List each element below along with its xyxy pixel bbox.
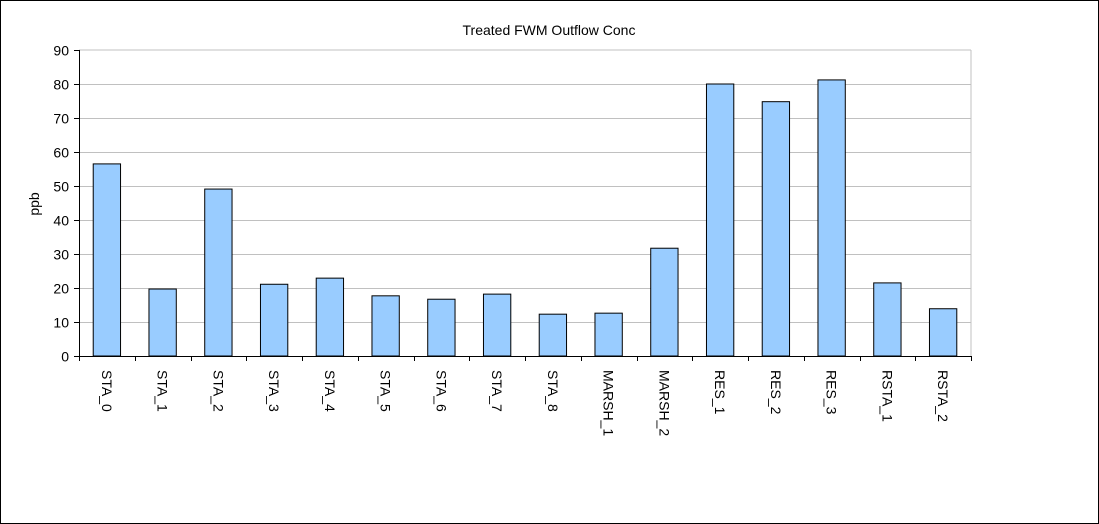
y-axis-label: ppb xyxy=(26,192,42,216)
x-tick-label: STA_7 xyxy=(489,370,505,412)
bar-marsh-2 xyxy=(650,247,679,357)
y-tick-label: 30 xyxy=(53,247,69,263)
x-tick-label: STA_3 xyxy=(266,370,282,412)
y-tick-label: 20 xyxy=(53,281,69,297)
axes xyxy=(74,50,972,361)
y-tick-label: 10 xyxy=(53,315,69,331)
x-tick-label: STA_4 xyxy=(322,370,338,412)
y-tick-label: 90 xyxy=(53,43,69,59)
y-tick-label: 70 xyxy=(53,111,69,127)
chart-title: Treated FWM Outflow Conc xyxy=(463,22,636,38)
x-tick-label: RSTA_2 xyxy=(935,370,951,422)
bar-sta-8 xyxy=(538,313,568,357)
y-tick-labels: 0 10 20 30 40 50 60 70 80 90 xyxy=(53,43,69,365)
bar-sta-1 xyxy=(148,288,177,357)
bar-res-2 xyxy=(761,101,791,357)
x-tick-label: STA_8 xyxy=(545,370,561,412)
x-tick-label: STA_5 xyxy=(378,370,394,412)
bar-sta-4 xyxy=(315,277,345,357)
y-tick-label: 60 xyxy=(53,145,69,161)
bar-rsta-2 xyxy=(928,308,958,357)
x-tick-label: RSTA_1 xyxy=(879,370,895,422)
bar-sta-7 xyxy=(482,293,512,357)
bar-res-1 xyxy=(705,83,735,357)
x-tick-label: STA_6 xyxy=(433,370,449,412)
x-tick-label: STA_0 xyxy=(99,370,115,412)
x-tick-label: STA_2 xyxy=(210,370,226,412)
x-tick-label: RES_2 xyxy=(768,370,784,415)
bar-sta-5 xyxy=(371,295,400,357)
bars xyxy=(92,79,958,357)
bar-sta-0 xyxy=(92,163,122,357)
bar-sta-6 xyxy=(427,298,456,357)
x-tick-label: RES_3 xyxy=(824,370,840,415)
bar-rsta-1 xyxy=(873,282,902,357)
bar-marsh-1 xyxy=(594,312,623,357)
x-tick-labels: STA_0 STA_1 STA_2 STA_3 STA_4 STA_5 STA_6 STA_7… xyxy=(99,370,951,436)
y-tick-label: 50 xyxy=(53,179,69,195)
bar-sta-2 xyxy=(204,188,233,357)
x-tick-label: STA_1 xyxy=(155,370,171,412)
x-tick-label: MARSH_2 xyxy=(656,370,672,436)
y-tick-label: 0 xyxy=(61,349,69,365)
bar-res-3 xyxy=(817,79,846,357)
x-tick-label: RES_1 xyxy=(712,370,728,415)
bar-sta-3 xyxy=(259,283,289,357)
y-tick-label: 80 xyxy=(53,77,69,93)
x-tick-label: MARSH_1 xyxy=(601,370,617,436)
y-tick-label: 40 xyxy=(53,213,69,229)
